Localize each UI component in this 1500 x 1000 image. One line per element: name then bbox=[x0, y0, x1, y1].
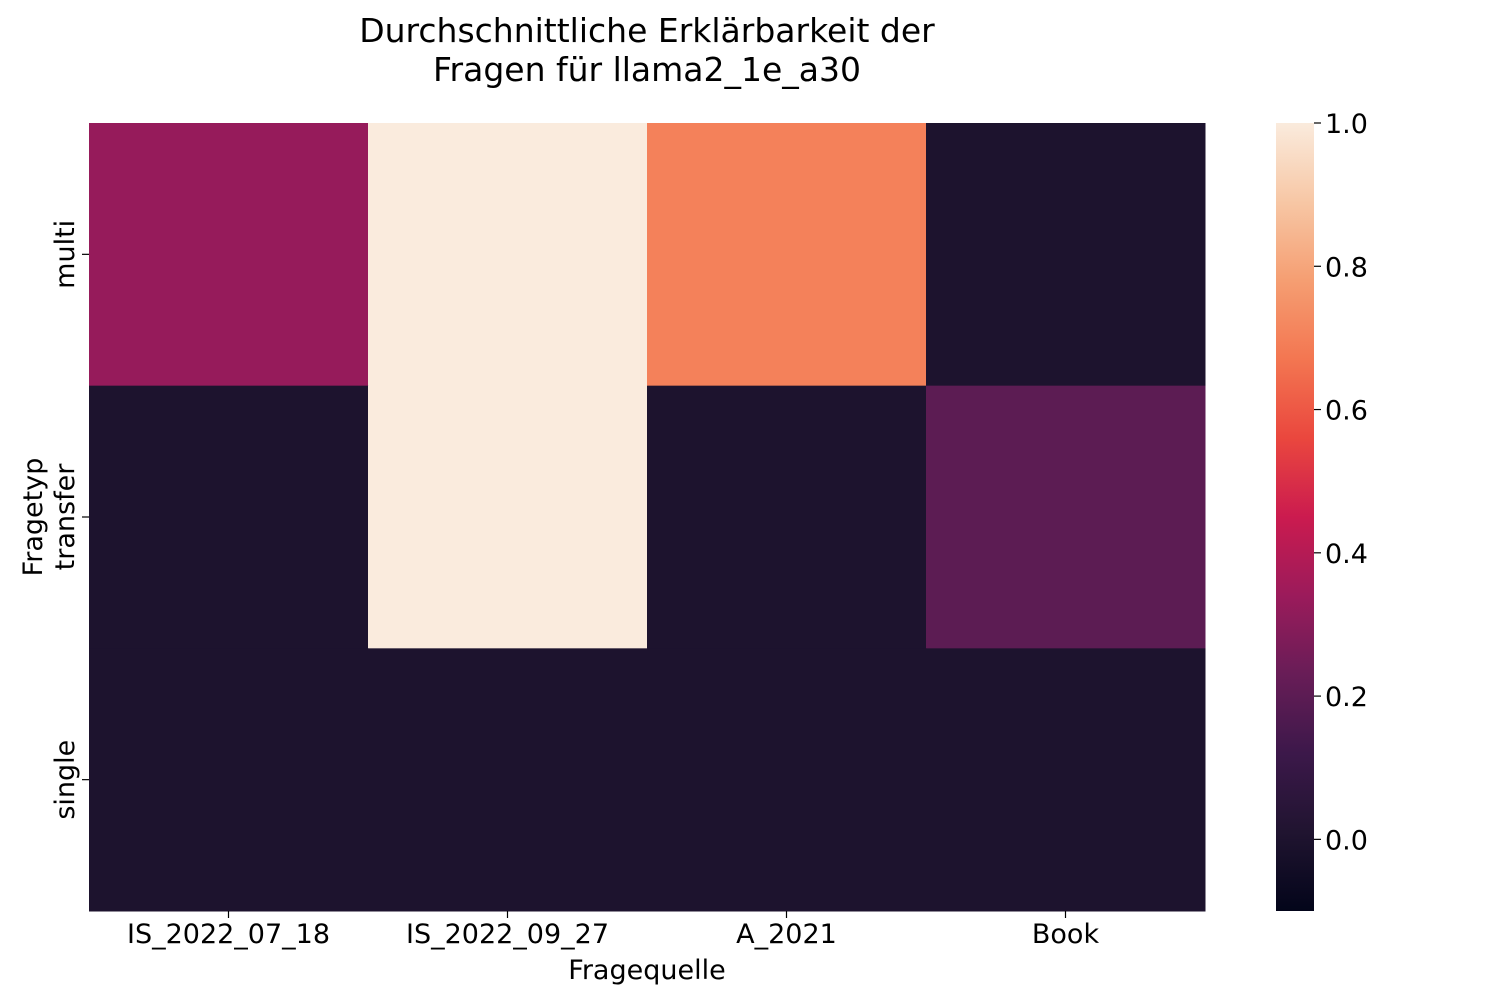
colorbar-ticks: 0.0 0.2 0.4 0.6 0.8 1.0 bbox=[1314, 109, 1368, 856]
colorbar-tick-label: 1.0 bbox=[1325, 109, 1368, 140]
heatmap-cells bbox=[89, 123, 1206, 912]
colorbar-tick-label: 0.4 bbox=[1325, 539, 1368, 570]
heatmap-cell-transfer-A_2021 bbox=[647, 385, 927, 649]
colorbar-tick-label: 0.0 bbox=[1325, 825, 1368, 856]
heatmap-cell-multi-Book bbox=[926, 123, 1206, 387]
chart-title-line-1: Durchschnittliche Erklärbarkeit der bbox=[359, 11, 935, 50]
y-axis-ticks: multi transfer single bbox=[50, 220, 89, 820]
heatmap-cell-transfer-IS_2022_09_27 bbox=[368, 385, 648, 649]
x-tick-label: IS_2022_09_27 bbox=[406, 919, 609, 950]
heatmap-cell-single-Book bbox=[926, 648, 1206, 912]
heatmap-cell-single-A_2021 bbox=[647, 648, 927, 912]
y-tick-label: transfer bbox=[50, 463, 81, 571]
heatmap-cell-transfer-IS_2022_07_18 bbox=[89, 385, 369, 649]
heatmap-cell-transfer-Book bbox=[926, 385, 1206, 649]
colorbar-tick-label: 0.8 bbox=[1325, 252, 1368, 283]
x-tick-label: Book bbox=[1032, 919, 1100, 950]
heatmap-cell-multi-IS_2022_07_18 bbox=[89, 123, 369, 387]
y-axis-label: Fragetyp bbox=[18, 458, 49, 577]
heatmap-cell-multi-A_2021 bbox=[647, 123, 927, 387]
heatmap-cell-multi-IS_2022_09_27 bbox=[368, 123, 648, 387]
heatmap-cell-single-IS_2022_07_18 bbox=[89, 648, 369, 912]
chart-title: Durchschnittliche Erklärbarkeit der Frag… bbox=[359, 11, 935, 89]
colorbar-tick-label: 0.2 bbox=[1325, 682, 1368, 713]
chart-title-line-2: Fragen für llama2_1e_a30 bbox=[433, 50, 861, 89]
x-tick-label: A_2021 bbox=[736, 919, 837, 950]
colorbar-tick-label: 0.6 bbox=[1325, 396, 1368, 427]
y-tick-label: multi bbox=[50, 220, 81, 289]
colorbar-gradient bbox=[1276, 123, 1314, 911]
y-tick-label: single bbox=[50, 740, 81, 820]
colorbar bbox=[1276, 123, 1314, 911]
x-axis-label: Fragequelle bbox=[568, 955, 725, 986]
x-axis-ticks: IS_2022_07_18 IS_2022_09_27 A_2021 Book bbox=[127, 911, 1099, 950]
heatmap-cell-single-IS_2022_09_27 bbox=[368, 648, 648, 912]
x-tick-label: IS_2022_07_18 bbox=[127, 919, 330, 950]
